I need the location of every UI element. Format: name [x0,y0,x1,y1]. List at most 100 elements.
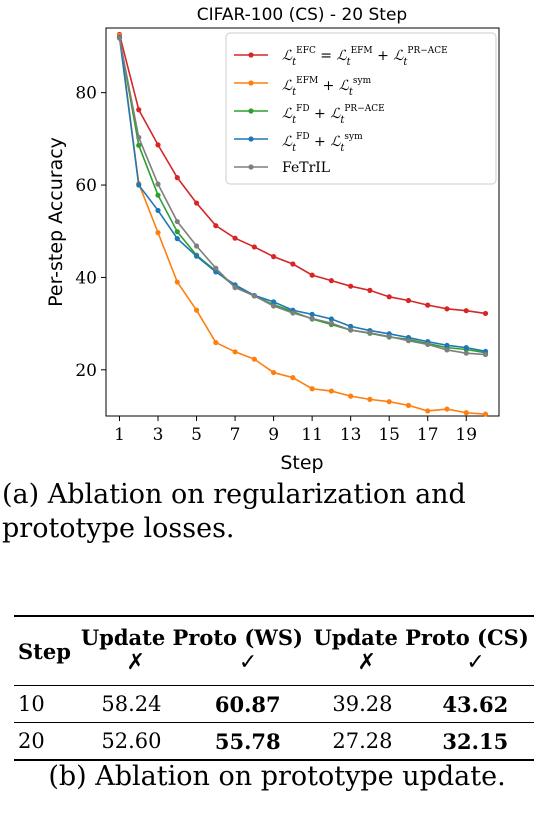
data-point [386,399,392,405]
legend-label-fd-prace: ℒtFD + ℒtPR−ACE [282,104,385,126]
x-tick-label: 7 [230,425,241,445]
legend-label-efm-sym: ℒtEFM + ℒtsym [282,76,372,98]
data-point [174,279,180,285]
x-tick-label: 15 [378,425,400,445]
data-point [309,315,315,322]
data-point [155,230,161,236]
data-point [482,411,489,417]
cell-ws-no: 52.60 [101,729,162,753]
data-point [213,339,219,346]
data-point [174,218,180,225]
data-point [193,200,200,206]
data-point [367,287,373,293]
data-point [193,253,200,259]
data-point [328,278,334,284]
x-tick-label: 19 [455,425,477,445]
cross-icon: ✗ [126,650,145,675]
x-tick-label: 9 [268,425,279,445]
data-point [348,323,354,329]
header-ws: Update Proto (WS) ✗ ✓ [76,616,309,686]
x-tick-label: 1 [114,425,125,445]
data-point [463,345,469,351]
cell-cs-yes: 43.62 [442,691,509,717]
header-ws-marks: ✗ ✓ [80,650,305,675]
prototype-update-table: Step Update Proto (WS) ✗ ✓ Update Proto … [14,615,534,761]
data-point [174,236,180,242]
data-point [463,308,469,314]
data-point [482,310,489,317]
table-row: 10 58.24 60.87 39.28 43.62 [14,685,534,723]
data-point [405,297,412,304]
data-point [309,311,315,317]
x-tick-label: 3 [153,425,164,445]
data-point [386,333,392,340]
data-point [193,307,200,313]
data-point [444,406,450,412]
data-point [232,284,238,291]
data-point [155,181,161,187]
legend-marker [248,136,254,142]
data-point [425,302,431,308]
x-tick-label: 17 [417,425,439,445]
legend: ℒtEFC = ℒtEFM + ℒtPR−ACE ℒtEFM + ℒtsym ℒ… [225,32,497,185]
data-point [328,388,334,394]
legend-label-efc: ℒtEFC = ℒtEFM + ℒtPR−ACE [282,46,448,68]
header-cs-marks: ✗ ✓ [312,650,530,675]
data-point [213,223,219,229]
series-lines [116,31,489,417]
legend-box [225,32,497,185]
header-step: Step [18,638,71,664]
header-ws-label: Update Proto (WS) [80,625,303,650]
cell-ws-yes: 60.87 [214,691,281,717]
legend-marker [248,164,254,170]
data-point [405,402,412,408]
data-point [193,243,200,249]
data-point [232,235,238,241]
plot-frame [105,27,500,417]
legend-label-fd-sym: ℒtFD + ℒtsym [282,132,363,154]
data-point [251,244,257,250]
data-point [290,310,296,316]
data-point [328,320,334,326]
accuracy-line-chart: CIFAR-100 (CS) - 20 Step 1 3 5 7 9 11 13 15 17 19… [45,5,500,474]
data-point [348,283,354,289]
data-point [405,338,412,344]
cell-step: 10 [18,692,45,716]
cell-cs-no: 27.28 [332,729,393,753]
series-line-3 [118,37,486,353]
data-point [174,175,180,181]
series-line-4 [118,38,486,356]
data-point [232,349,238,355]
cell-cs-yes: 32.15 [442,728,509,754]
series-line-1 [118,35,486,415]
table-row: 20 52.60 55.78 27.28 32.15 [14,722,534,760]
data-point [251,293,257,299]
data-point [271,299,277,305]
data-point [136,142,142,148]
data-point [348,327,354,333]
data-point [328,316,334,322]
check-icon: ✓ [466,650,485,675]
caption-a: (a) Ablation on regularization and proto… [2,479,466,544]
data-point [444,306,450,312]
data-point [213,265,219,271]
table-header-row: Step Update Proto (WS) ✗ ✓ Update Proto … [14,616,534,686]
legend-marker [248,108,254,114]
y-tick-label: 80 [75,84,97,104]
data-point [116,35,123,41]
data-point [136,107,142,113]
data-point [367,396,373,402]
data-point [136,134,142,141]
check-icon: ✓ [238,650,258,675]
data-point [251,356,257,362]
data-point [271,254,277,260]
header-cs-label: Update Proto (CS) [313,625,529,650]
data-point [290,261,296,267]
data-point [309,386,315,392]
data-point [444,342,450,348]
x-tick-label: 5 [191,425,202,445]
y-tick-label: 40 [75,268,97,288]
x-axis-ticks: 1 3 5 7 9 11 13 15 17 19 [114,416,477,445]
data-point [367,330,373,336]
cell-ws-yes: 55.78 [214,728,281,754]
